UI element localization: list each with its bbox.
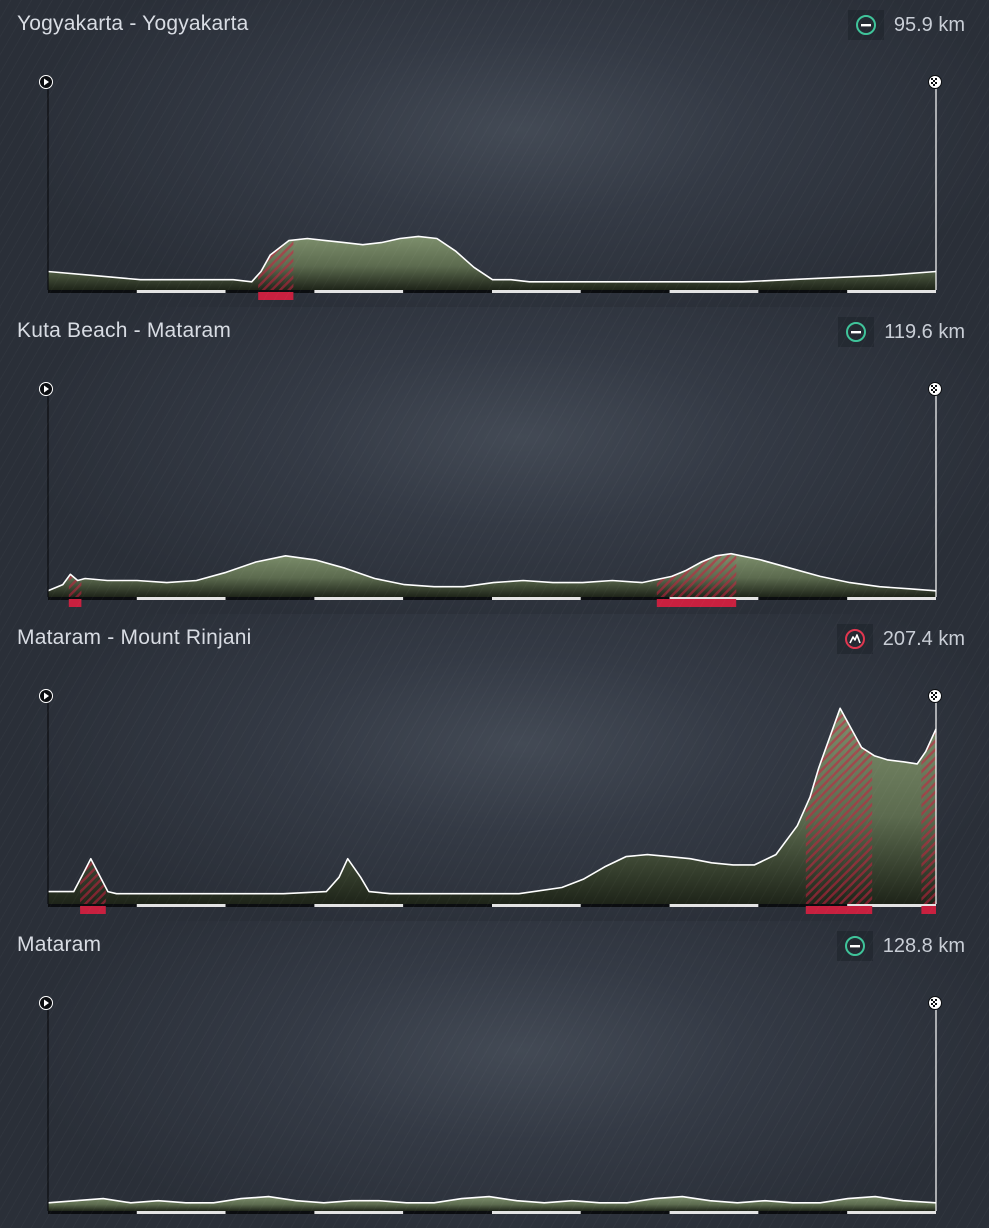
climb-marker (258, 292, 294, 300)
distance-scale-segment (669, 904, 759, 907)
elevation-profile-chart (39, 689, 942, 914)
distance-scale-segment (758, 904, 848, 907)
distance-scale-segment (580, 1211, 670, 1214)
distance-scale-segment (758, 597, 848, 600)
climb-zone (805, 711, 873, 904)
distance-label: 207.4 km (882, 627, 965, 650)
distance-scale-segment (847, 597, 936, 600)
stage-distance: 128.8 km (836, 931, 965, 961)
climb-marker (656, 599, 737, 607)
elevation-profile-chart (39, 75, 942, 300)
distance-label: 119.6 km (884, 320, 965, 343)
flat-stage-icon (838, 317, 875, 347)
stage-panel: Mataram 128.8 km (0, 921, 989, 1228)
distance-scale-segment (492, 597, 581, 600)
finish-flag-icon (928, 75, 942, 89)
distance-scale-segment (314, 597, 404, 600)
climb-zone (921, 728, 936, 904)
distance-scale-segment (48, 597, 137, 600)
distance-scale-segment (758, 1211, 848, 1214)
start-marker-icon (39, 996, 53, 1010)
distance-scale-segment (847, 904, 936, 907)
distance-scale-segment (580, 290, 670, 293)
distance-scale-segment (403, 904, 492, 907)
climb-marker (921, 906, 936, 914)
stage-title: Kuta Beach - Mataram (17, 319, 232, 342)
stage-panel: Mataram - Mount Rinjani 207.4 km (0, 614, 989, 921)
flat-stage-icon (847, 10, 884, 40)
distance-scale-segment (403, 1211, 492, 1214)
terrain-area (48, 236, 936, 290)
profile-line (47, 1195, 937, 1204)
profile-line (47, 235, 937, 283)
stage-title: Mataram (17, 933, 102, 956)
start-marker-icon (39, 689, 53, 703)
distance-scale-segment (48, 904, 137, 907)
distance-scale-segment (758, 290, 848, 293)
climb-zone (656, 553, 737, 597)
distance-label: 95.9 km (893, 13, 965, 36)
distance-scale-segment (403, 597, 492, 600)
climb-marker (805, 906, 873, 914)
distance-scale-segment (314, 1211, 404, 1214)
distance-scale-segment (847, 290, 936, 293)
climb-marker (80, 906, 106, 914)
profile-line (47, 552, 937, 592)
distance-scale-segment (314, 904, 404, 907)
mountain-stage-icon (836, 624, 873, 654)
terrain-area (48, 1196, 936, 1211)
flat-stage-icon (836, 931, 873, 961)
elevation-profile-chart (39, 382, 942, 607)
distance-scale-segment (847, 1211, 936, 1214)
elevation-profile-chart (39, 996, 942, 1214)
distance-scale-segment (225, 290, 315, 293)
climb-marker (68, 599, 82, 607)
distance-scale-segment (314, 290, 404, 293)
start-marker-icon (39, 382, 53, 396)
distance-scale-segment (492, 904, 581, 907)
stage-title: Mataram - Mount Rinjani (17, 626, 252, 649)
distance-scale-segment (403, 290, 492, 293)
climb-zone (258, 240, 294, 290)
terrain-area (48, 553, 936, 597)
distance-scale-segment (136, 1211, 226, 1214)
finish-flag-icon (928, 996, 942, 1010)
finish-flag-icon (928, 689, 942, 703)
stage-panel: Yogyakarta - Yogyakarta 95.9 km (0, 0, 989, 307)
stage-distance: 207.4 km (836, 624, 965, 654)
distance-scale-segment (492, 1211, 581, 1214)
climb-zone (68, 574, 82, 597)
distance-scale-segment (225, 597, 315, 600)
start-marker-icon (39, 75, 53, 89)
distance-scale-segment (669, 1211, 759, 1214)
distance-scale-segment (136, 904, 226, 907)
climb-zone (80, 858, 106, 904)
distance-scale-segment (136, 290, 226, 293)
distance-scale-segment (669, 597, 759, 600)
distance-label: 128.8 km (882, 934, 965, 957)
terrain-area (48, 708, 936, 904)
distance-scale-segment (136, 597, 226, 600)
finish-flag-icon (928, 382, 942, 396)
distance-scale-segment (48, 1211, 137, 1214)
stage-panel: Kuta Beach - Mataram 119.6 km (0, 307, 989, 614)
distance-scale-segment (225, 904, 315, 907)
distance-scale-segment (669, 290, 759, 293)
distance-scale-segment (580, 597, 670, 600)
distance-scale-segment (225, 1211, 315, 1214)
profile-line (48, 707, 937, 895)
stage-distance: 119.6 km (838, 317, 965, 347)
stage-distance: 95.9 km (847, 10, 965, 40)
stage-title: Yogyakarta - Yogyakarta (17, 12, 249, 35)
distance-scale-segment (492, 290, 581, 293)
distance-scale-segment (580, 904, 670, 907)
distance-scale-segment (48, 290, 137, 293)
